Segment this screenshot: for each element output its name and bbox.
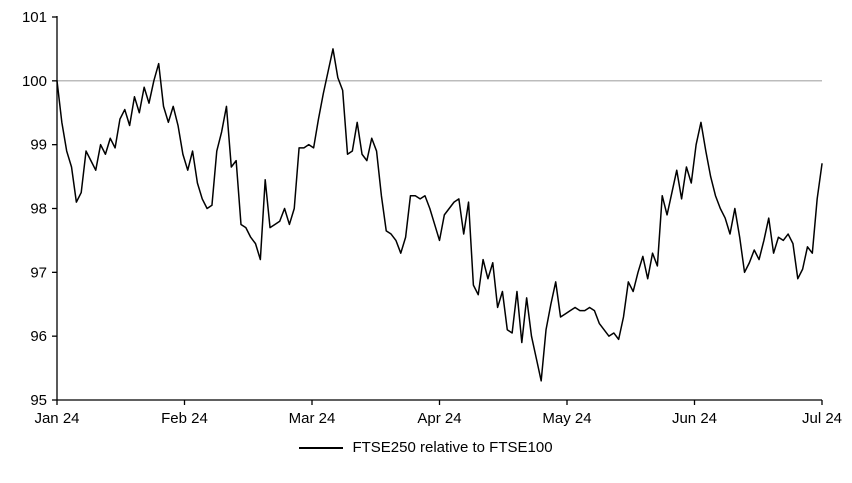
series-line — [56, 48, 823, 382]
y-tick-label: 97 — [30, 264, 47, 281]
y-tick-label: 101 — [22, 9, 47, 26]
y-tick-label: 95 — [30, 392, 47, 409]
legend-label: FTSE250 relative to FTSE100 — [352, 439, 553, 456]
x-tick-label: Jan 24 — [34, 410, 79, 427]
y-tick-label: 100 — [22, 73, 47, 90]
x-tick-label: May 24 — [542, 410, 591, 427]
y-tick-label: 99 — [30, 137, 47, 154]
x-tick-label: Jun 24 — [672, 410, 717, 427]
legend: FTSE250 relative to FTSE100 — [0, 440, 852, 455]
x-tick-label: Apr 24 — [417, 410, 461, 427]
x-tick-label: Mar 24 — [289, 410, 336, 427]
x-tick-label: Feb 24 — [161, 410, 208, 427]
legend-line-sample — [299, 446, 344, 449]
y-tick-label: 96 — [30, 328, 47, 345]
x-tick-label: Jul 24 — [802, 410, 842, 427]
line-chart: 95 96 97 98 99 100 101 Jan 24 Feb 24 Mar 24 Apr 24… — [22, 9, 842, 427]
y-tick-label: 98 — [30, 201, 47, 218]
